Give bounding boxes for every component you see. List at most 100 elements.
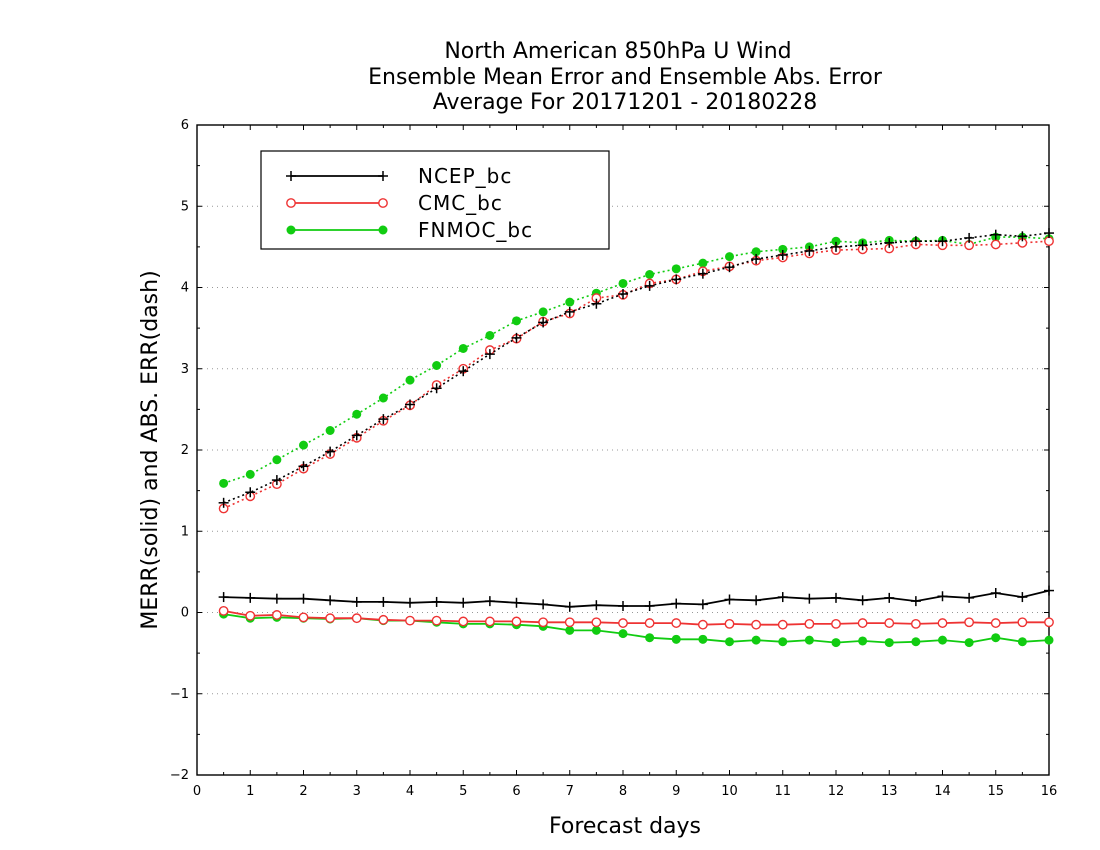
- data-point: [591, 600, 602, 611]
- data-point: [618, 618, 628, 628]
- data-point: [937, 618, 948, 628]
- y-tick-label: 6: [181, 118, 189, 133]
- y-axis-label: MERR(solid) and ABS. ERR(dash): [138, 270, 163, 629]
- plot-area: [218, 228, 1054, 648]
- data-point: [351, 596, 362, 607]
- data-point: [325, 613, 336, 624]
- data-point: [911, 637, 921, 647]
- data-point: [618, 629, 628, 639]
- x-tick-label: 15: [987, 784, 1004, 799]
- data-point: [245, 610, 256, 621]
- data-point: [991, 633, 1001, 643]
- data-point: [245, 487, 256, 498]
- data-point: [884, 618, 895, 628]
- data-point: [511, 332, 522, 343]
- title: North American 850hPa U Wind: [444, 39, 791, 64]
- data-point: [671, 618, 682, 628]
- data-point: [431, 615, 442, 626]
- data-point: [431, 596, 442, 607]
- data-point: [964, 638, 974, 648]
- data-point: [644, 618, 655, 628]
- data-point: [538, 307, 548, 317]
- x-tick-label: 9: [672, 784, 680, 799]
- data-point: [378, 614, 389, 625]
- data-point: [378, 225, 388, 235]
- data-point: [990, 588, 1001, 598]
- data-point: [431, 383, 442, 394]
- data-point: [910, 236, 921, 247]
- data-point: [565, 297, 575, 307]
- data-point: [218, 592, 229, 603]
- data-point: [271, 475, 282, 486]
- data-point: [778, 244, 788, 254]
- data-point: [697, 599, 708, 610]
- series-line: [223, 240, 1050, 510]
- x-tick-label: 10: [721, 784, 738, 799]
- data-point: [858, 636, 868, 646]
- data-point: [910, 596, 921, 607]
- data-point: [405, 375, 415, 385]
- data-point: [351, 430, 362, 441]
- data-point: [990, 239, 1001, 250]
- data-point: [698, 634, 708, 644]
- data-point: [1044, 228, 1054, 239]
- data-point: [245, 592, 256, 603]
- data-point: [671, 634, 681, 644]
- legend-entry-NCEP_bc: NCEP_bc: [286, 164, 511, 188]
- data-point: [378, 198, 388, 208]
- data-point: [857, 595, 868, 606]
- data-point: [484, 596, 495, 607]
- data-point: [538, 599, 549, 610]
- data-point: [618, 278, 628, 288]
- data-point: [751, 254, 762, 265]
- data-point: [286, 225, 296, 235]
- data-point: [378, 393, 388, 403]
- data-point: [271, 593, 282, 604]
- data-point: [245, 469, 255, 479]
- data-point: [671, 598, 682, 609]
- x-tick-label: 4: [406, 784, 414, 799]
- data-point: [857, 618, 868, 628]
- data-point: [218, 605, 229, 616]
- data-point: [458, 343, 468, 353]
- data-point: [378, 596, 389, 607]
- data-point: [591, 625, 601, 635]
- data-point: [964, 592, 975, 603]
- data-point: [1017, 617, 1028, 628]
- y-tick-label: −2: [170, 768, 189, 783]
- data-point: [831, 592, 841, 603]
- data-point: [511, 616, 522, 627]
- data-point: [325, 426, 335, 435]
- x-tick-label: 14: [934, 784, 951, 799]
- data-point: [1044, 585, 1054, 596]
- data-point: [286, 171, 296, 181]
- x-tick-label: 6: [512, 784, 520, 799]
- data-point: [219, 478, 229, 488]
- data-point: [751, 619, 762, 630]
- data-point: [378, 171, 388, 181]
- legend-label: CMC_bc: [418, 191, 503, 215]
- grid: [197, 205, 1049, 695]
- y-tick-label: −1: [170, 687, 189, 702]
- series-line: [223, 236, 1050, 485]
- data-point: [777, 250, 788, 260]
- x-tick-label: 1: [246, 784, 254, 799]
- data-point: [458, 366, 469, 377]
- data-point: [778, 637, 788, 647]
- data-point: [1044, 617, 1054, 628]
- data-point: [671, 264, 681, 274]
- x-tick-label: 5: [459, 784, 467, 799]
- data-point: [485, 330, 495, 340]
- y-tick-label: 1: [181, 524, 189, 539]
- subtitle: Ensemble Mean Error and Ensemble Abs. Er…: [368, 65, 883, 90]
- data-point: [831, 638, 841, 648]
- data-point: [286, 198, 296, 208]
- legend-entry-CMC_bc: CMC_bc: [286, 191, 503, 215]
- x-tick-label: 3: [353, 784, 361, 799]
- data-point: [564, 617, 575, 628]
- x-tick-label: 7: [566, 784, 574, 799]
- data-point: [724, 618, 735, 629]
- series-FNMOC_bc-merr: [219, 609, 1054, 648]
- data-point: [538, 617, 549, 628]
